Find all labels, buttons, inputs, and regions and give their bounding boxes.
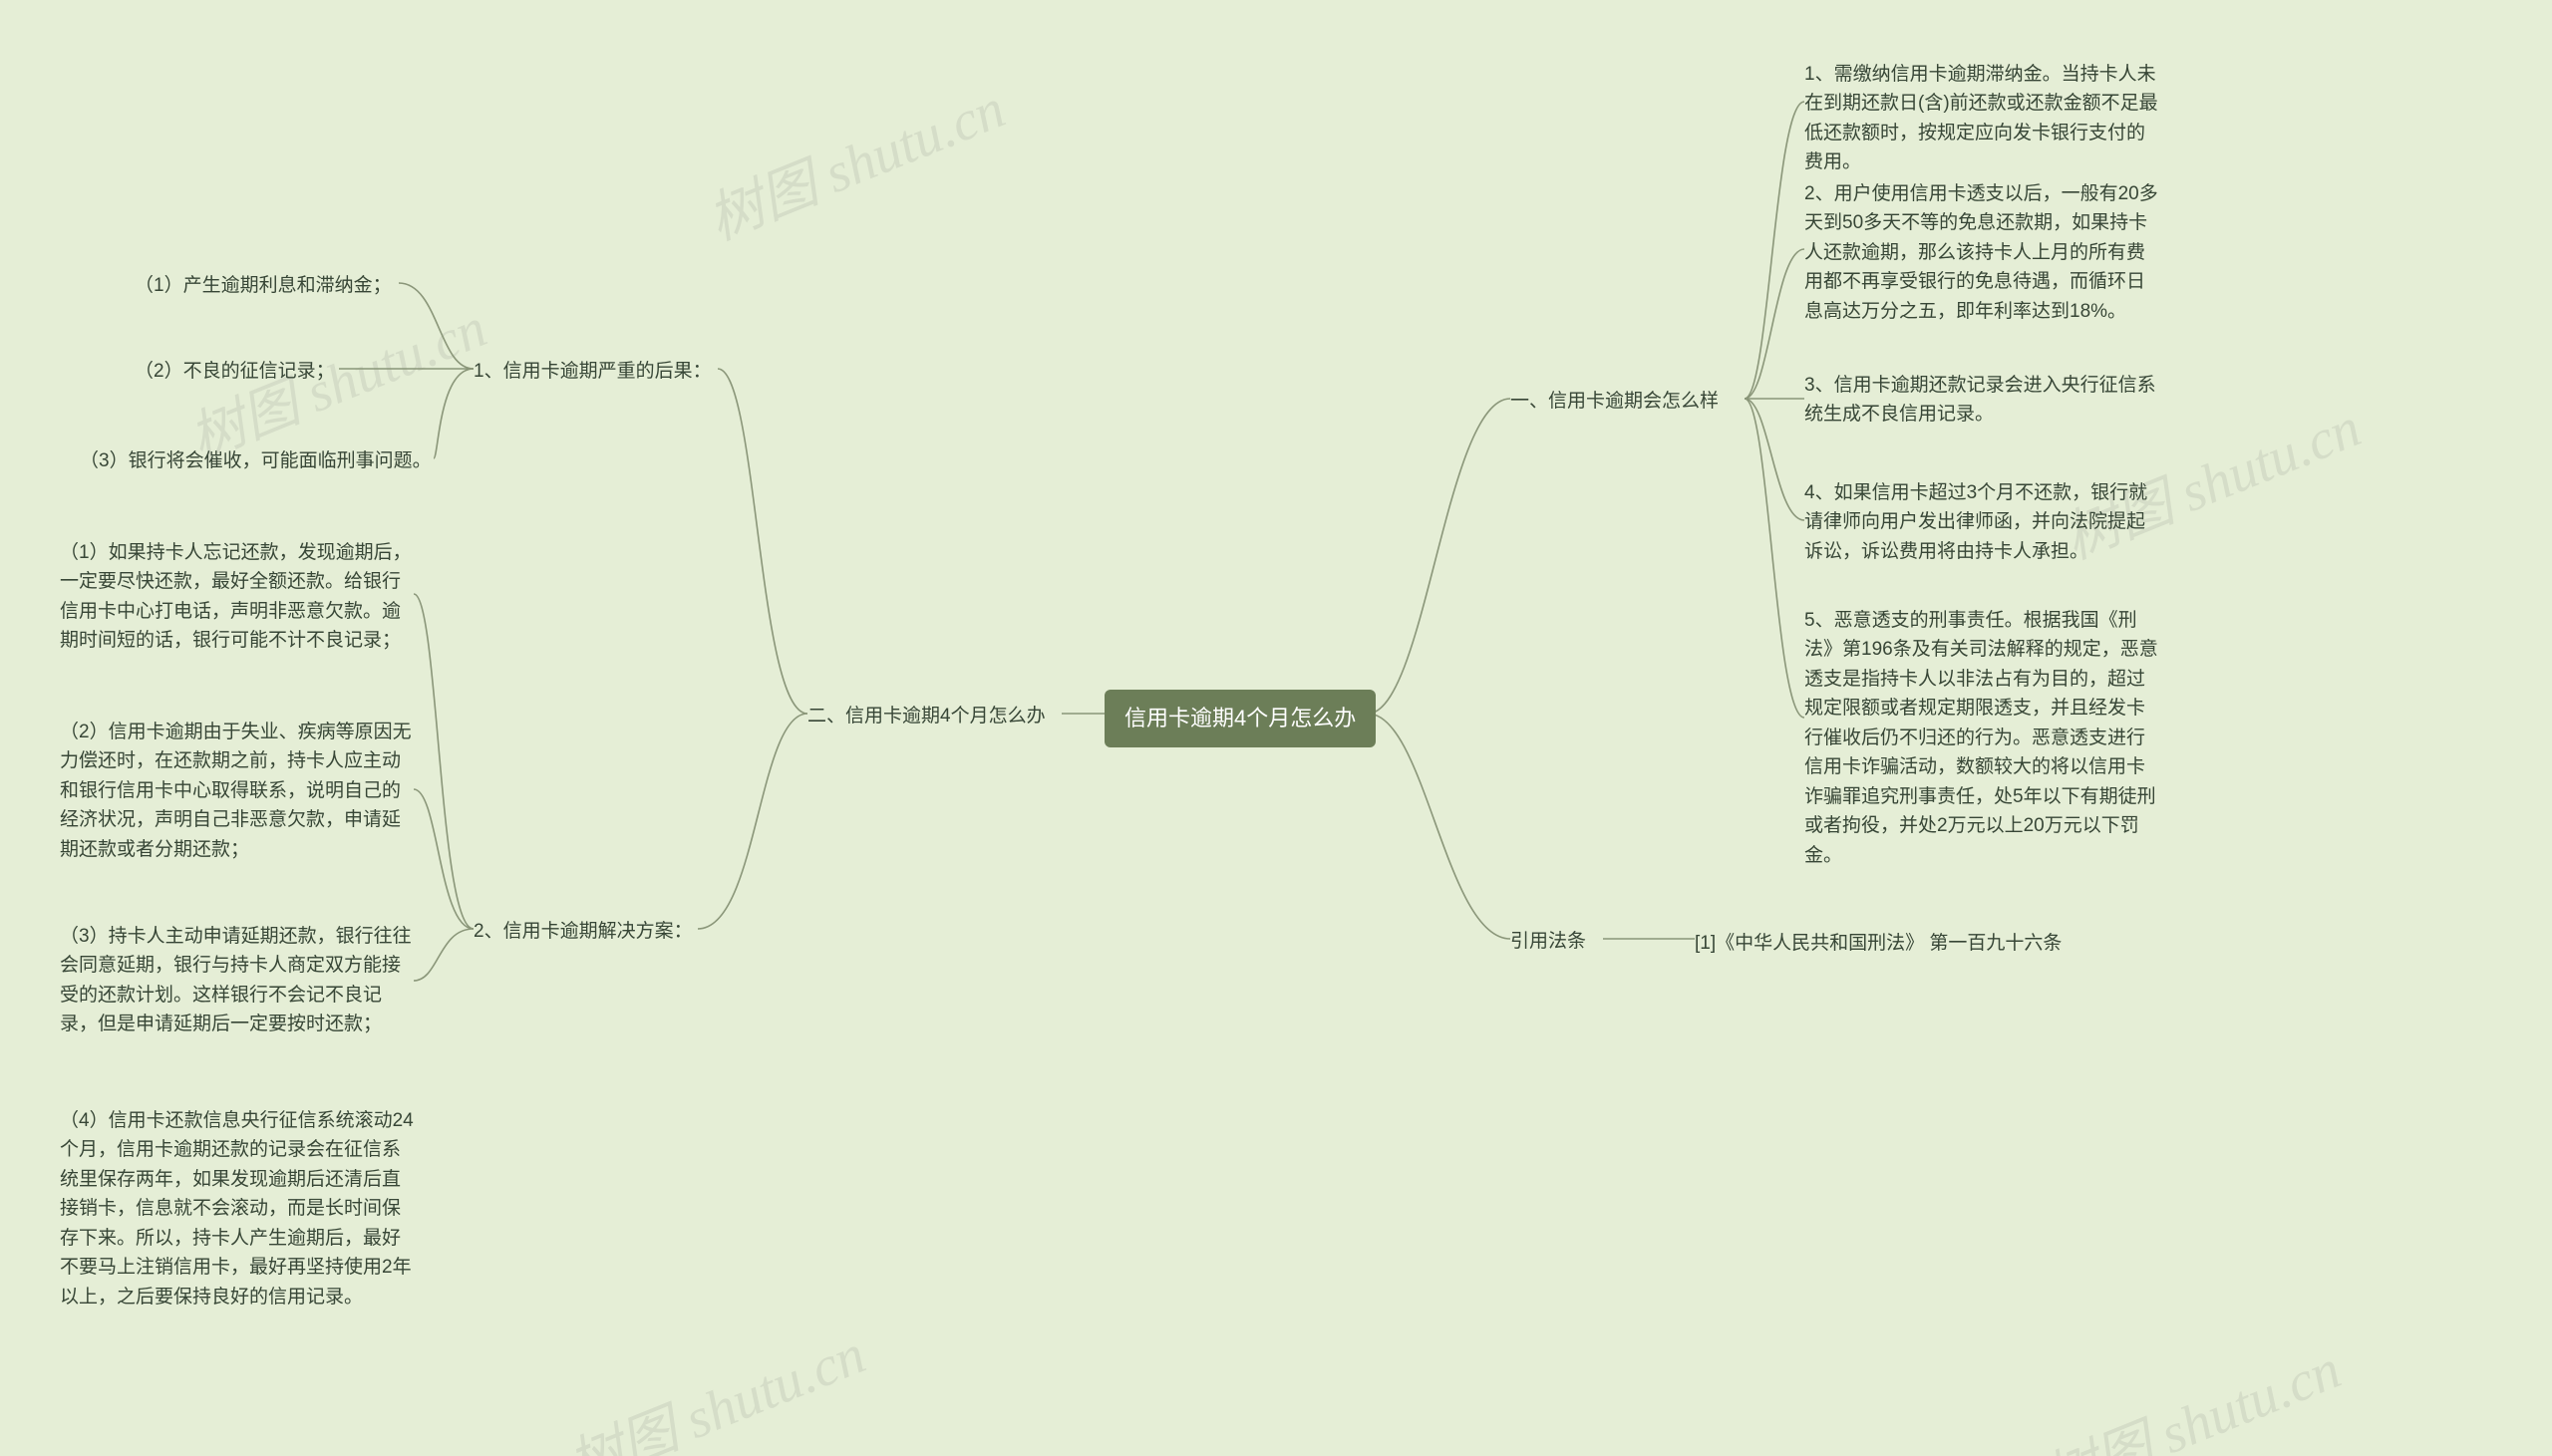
edge [434, 369, 474, 458]
leaf-l1a2[interactable]: （2）不良的征信记录； [135, 357, 335, 386]
leaf-l1b1[interactable]: （1）如果持卡人忘记还款，发现逾期后，一定要尽快还款，最好全额还款。给银行信用卡… [60, 538, 419, 656]
edge [1745, 102, 1804, 399]
root-node[interactable]: 信用卡逾期4个月怎么办 [1105, 690, 1376, 747]
leaf-r1e[interactable]: 5、恶意透支的刑事责任。根据我国《刑法》第196条及有关司法解释的规定，恶意透支… [1804, 606, 2163, 870]
watermark: 树图 shutu.cn [694, 64, 1015, 256]
branch-l1b[interactable]: 2、信用卡逾期解决方案： [474, 917, 693, 946]
edge [698, 714, 807, 929]
branch-r1[interactable]: 一、信用卡逾期会怎么样 [1510, 387, 1719, 416]
edge [414, 594, 474, 929]
branch-l1[interactable]: 二、信用卡逾期4个月怎么办 [807, 702, 1046, 730]
leaf-r1d[interactable]: 4、如果信用卡超过3个月不还款，银行就请律师向用户发出律师函，并向法院提起诉讼，… [1804, 478, 2163, 566]
leaf-l1b4[interactable]: （4）信用卡还款信息央行征信系统滚动24个月，信用卡逾期还款的记录会在征信系统里… [60, 1106, 419, 1311]
leaf-r1c[interactable]: 3、信用卡逾期还款记录会进入央行征信系统生成不良信用记录。 [1804, 371, 2163, 430]
leaf-l1a1[interactable]: （1）产生逾期利息和滞纳金； [135, 271, 392, 300]
edge [1745, 399, 1804, 718]
leaf-r2a[interactable]: [1]《中华人民共和国刑法》 第一百九十六条 [1695, 929, 2062, 958]
edge [1745, 249, 1804, 399]
edge [718, 369, 807, 714]
watermark: 树图 shutu.cn [2030, 1324, 2351, 1456]
leaf-l1b3[interactable]: （3）持卡人主动申请延期还款，银行往往会同意延期，银行与持卡人商定双方能接受的还… [60, 922, 419, 1039]
edge [399, 283, 474, 369]
watermark: 树图 shutu.cn [554, 1310, 875, 1456]
leaf-l1a3[interactable]: （3）银行将会催收，可能面临刑事问题。 [80, 446, 432, 475]
leaf-r1b[interactable]: 2、用户使用信用卡透支以后，一般有20多天到50多天不等的免息还款期，如果持卡人… [1804, 179, 2163, 326]
edge [414, 789, 474, 929]
edge [1368, 714, 1510, 939]
edge [414, 929, 474, 981]
edge [1745, 399, 1804, 520]
branch-l1a[interactable]: 1、信用卡逾期严重的后果： [474, 357, 712, 386]
leaf-r1a[interactable]: 1、需缴纳信用卡逾期滞纳金。当持卡人未在到期还款日(含)前还款或还款金额不足最低… [1804, 60, 2163, 177]
edge [1368, 399, 1510, 714]
leaf-l1b2[interactable]: （2）信用卡逾期由于失业、疾病等原因无力偿还时，在还款期之前，持卡人应主动和银行… [60, 718, 419, 864]
branch-r2[interactable]: 引用法条 [1510, 927, 1586, 956]
